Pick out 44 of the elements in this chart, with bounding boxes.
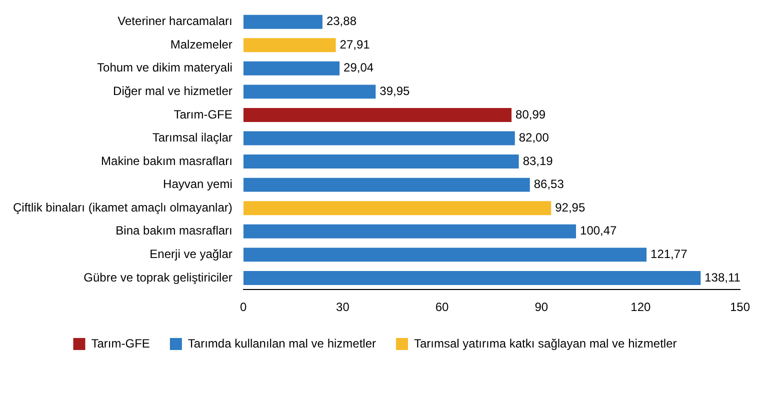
x-tick-label: 90: [534, 300, 548, 314]
data-label: 86,53: [534, 177, 564, 192]
bar: [243, 201, 552, 216]
bar: [243, 270, 701, 285]
bar: [243, 248, 647, 262]
legend-label: Tarımsal yatırıma katkı sağlayan mal ve hizmetler: [414, 336, 677, 350]
y-tick-label: Bina bakım masrafları: [116, 224, 232, 238]
x-tick-label: 0: [240, 300, 248, 314]
data-label: 138,11: [704, 270, 741, 284]
bar: [243, 84, 376, 99]
x-tick-label: 150: [730, 300, 750, 314]
y-tick-label: Hayvan yemi: [163, 177, 232, 192]
y-tick-label: Makine bakım masrafları: [101, 154, 232, 168]
bar: [243, 224, 576, 238]
data-label: 23,88: [326, 14, 357, 28]
data-label: 83,19: [522, 154, 554, 168]
data-label: 82,00: [518, 130, 550, 145]
bar: [243, 178, 530, 192]
y-tick-label: Enerji ve yağlar: [150, 246, 232, 261]
x-tick-label: 60: [435, 300, 450, 314]
data-label: 100,47: [580, 224, 618, 238]
data-label: 92,95: [555, 200, 586, 214]
y-tick-label: Gübre ve toprak geliştiriciler: [84, 270, 232, 284]
bar: [243, 61, 340, 76]
y-tick-label: Diğer mal ve hizmetler: [113, 84, 232, 98]
y-tick-label: Tohum ve dikim materyali: [97, 60, 232, 75]
data-label: 39,95: [380, 84, 410, 98]
bar: [243, 131, 515, 146]
x-tick-label: 120: [630, 300, 652, 314]
y-tick-label: Çiftlik binaları (ikamet amaçlı olmayanlar): [12, 200, 232, 214]
x-tick-label: 30: [336, 300, 350, 314]
y-tick-label: Malzemeler: [170, 37, 232, 52]
legend-label: Tarımda kullanılan mal ve hizmetler: [188, 336, 376, 350]
bar: [243, 108, 512, 122]
y-tick-label: Veteriner harcamaları: [118, 14, 232, 28]
data-label: 80,99: [516, 107, 546, 122]
bar: [243, 38, 336, 52]
data-label: 29,04: [344, 60, 374, 75]
data-label: 121,77: [650, 246, 688, 261]
bar: [243, 14, 322, 29]
bar: [243, 154, 519, 169]
y-tick-label: Tarımsal ilaçlar: [152, 130, 232, 145]
y-tick-label: Tarım-GFE: [174, 107, 232, 122]
data-label: 27,91: [340, 37, 370, 52]
